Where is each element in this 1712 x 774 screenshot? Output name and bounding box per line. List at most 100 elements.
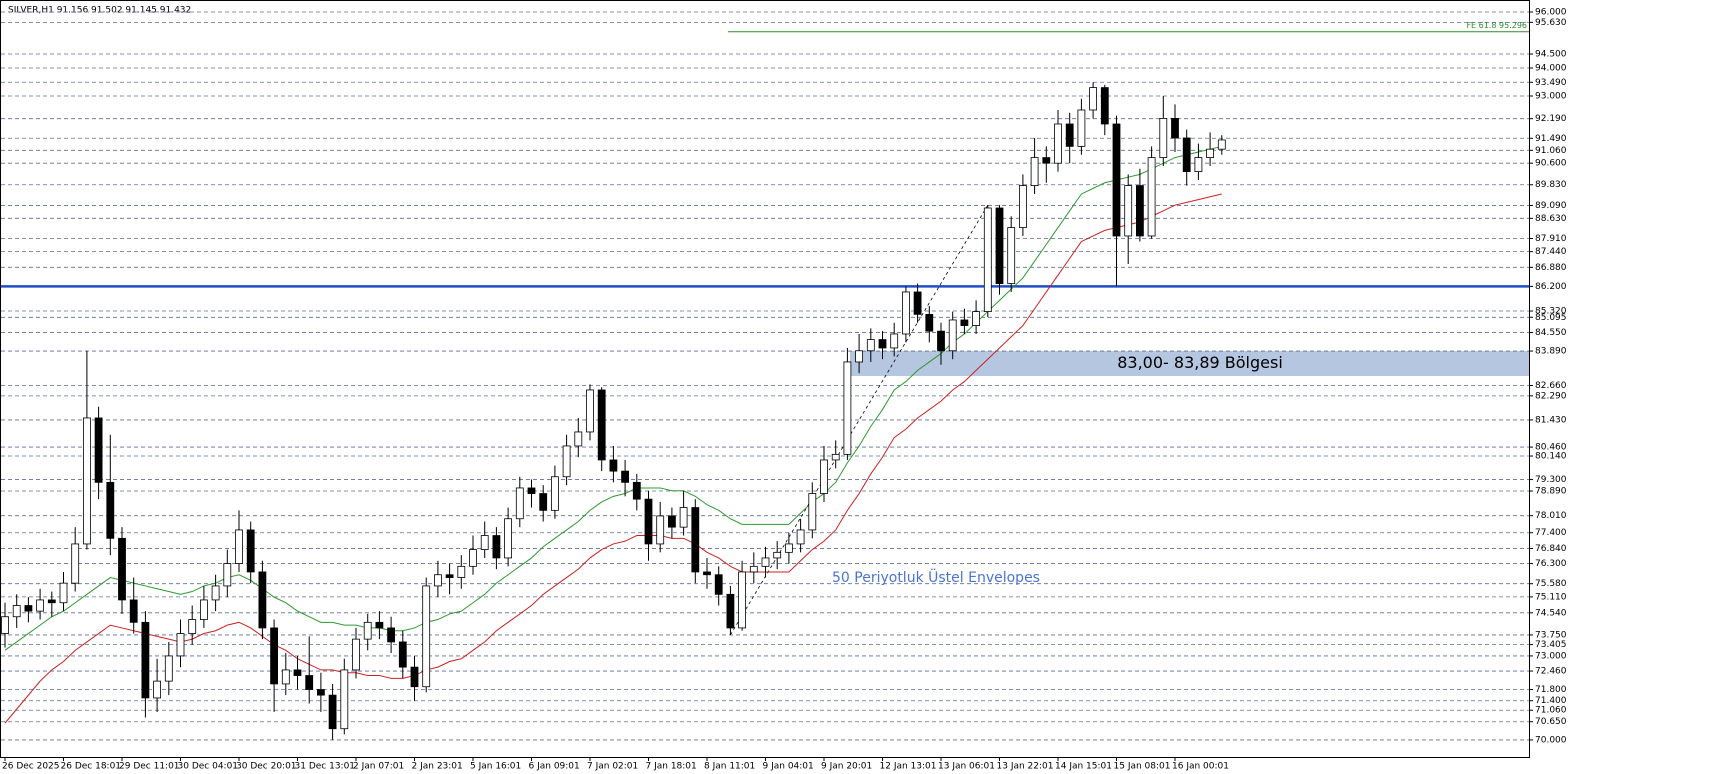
- candle-body: [656, 515, 665, 545]
- y-tick-label: 86.200: [1535, 282, 1567, 292]
- x-tick-label: 26 Dec 18:01: [61, 762, 122, 772]
- candle-body: [445, 574, 454, 578]
- candle-body: [141, 621, 150, 699]
- candle-body: [106, 481, 115, 539]
- y-tick-label: 80.460: [1535, 443, 1567, 453]
- zone-label: 83,00- 83,89 Bölgesi: [1117, 353, 1283, 372]
- candle-body: [270, 627, 279, 685]
- candle-body: [328, 694, 337, 730]
- candle-body: [878, 339, 887, 349]
- y-tick-label: 78.010: [1535, 511, 1567, 521]
- candle-body: [948, 319, 957, 352]
- y-tick-label: 84.550: [1535, 328, 1567, 338]
- y-tick-label: 85.095: [1535, 313, 1567, 323]
- y-tick-label: 96.000: [1535, 7, 1567, 17]
- candle-body: [668, 515, 676, 528]
- y-tick-label: 72.460: [1535, 667, 1567, 677]
- y-tick-label: 92.190: [1535, 114, 1567, 124]
- candle-body: [94, 417, 103, 483]
- candle-body: [843, 361, 852, 455]
- candle-body: [153, 680, 162, 699]
- candle-body: [621, 470, 629, 483]
- candle-body: [480, 535, 489, 550]
- candle-body: [983, 207, 992, 312]
- candle-body: [492, 535, 501, 559]
- envelope-line: [4, 193, 1222, 724]
- candle-body: [539, 493, 548, 511]
- x-tick-label: 30 Dec 20:01: [236, 762, 297, 772]
- candle-body: [176, 633, 185, 657]
- candle-body: [223, 563, 232, 587]
- candle-body: [387, 627, 396, 643]
- x-tick-label: 2 Jan 23:01: [412, 762, 463, 772]
- candle-body: [199, 599, 208, 620]
- candle-body: [352, 638, 360, 671]
- y-tick-label: 85.320: [1535, 307, 1567, 317]
- y-tick-label: 93.490: [1535, 78, 1567, 88]
- candle-body: [12, 605, 21, 618]
- candle-body: [316, 689, 325, 696]
- y-tick-label: 75.580: [1535, 579, 1567, 589]
- candle-body: [211, 585, 220, 601]
- y-tick-label: 86.880: [1535, 263, 1567, 273]
- y-tick-label: 76.300: [1535, 559, 1567, 569]
- y-tick-label: 77.400: [1535, 528, 1567, 538]
- candle-body: [293, 669, 302, 676]
- y-tick-label: 91.060: [1535, 146, 1567, 156]
- y-tick-label: 83.890: [1535, 347, 1567, 357]
- candle-body: [1194, 157, 1203, 172]
- candle-body: [609, 459, 618, 472]
- candle-body: [925, 313, 934, 332]
- candle-body: [855, 350, 863, 363]
- candle-body: [1065, 123, 1074, 147]
- candle-body: [1007, 227, 1016, 284]
- candle-body: [1100, 87, 1109, 125]
- y-tick-label: 94.000: [1535, 63, 1567, 73]
- candle-body: [422, 585, 431, 688]
- x-tick-label: 2 Jan 07:01: [353, 762, 404, 772]
- x-tick-label: 26 Dec 2025: [2, 762, 60, 772]
- candle-body: [761, 557, 770, 567]
- y-tick-label: 95.630: [1535, 18, 1567, 28]
- candle-body: [1206, 148, 1214, 158]
- y-tick-label: 88.630: [1535, 214, 1567, 224]
- y-tick-label: 94.500: [1535, 49, 1567, 59]
- candle-body: [749, 565, 758, 573]
- candle-body: [1077, 109, 1086, 147]
- y-tick-label: 78.890: [1535, 487, 1567, 497]
- candle-body: [960, 319, 969, 326]
- y-tick-label: 73.000: [1535, 651, 1567, 661]
- candle-body: [24, 605, 33, 612]
- y-tick-label: 87.910: [1535, 234, 1567, 244]
- candle-body: [738, 571, 746, 629]
- candle-body: [469, 549, 477, 567]
- candle-body: [527, 487, 536, 494]
- annotation: 50 Periyotluk Üstel Envelopes: [832, 568, 1040, 586]
- candle-body: [562, 445, 571, 478]
- candle-body: [375, 621, 384, 629]
- candle-body: [1089, 87, 1097, 111]
- candle-body: [551, 476, 559, 511]
- x-tick-label: 12 Jan 13:01: [880, 762, 937, 772]
- y-tick-label: 73.750: [1535, 630, 1567, 640]
- x-tick-label: 30 Dec 04:01: [178, 762, 239, 772]
- candle-body: [1159, 117, 1168, 158]
- candle-body: [235, 529, 243, 564]
- candle-body: [71, 543, 80, 584]
- candle-body: [1054, 123, 1062, 164]
- candle-body: [808, 493, 817, 531]
- plot-frame: [0, 0, 1530, 758]
- candle-body: [433, 574, 442, 587]
- candle-body: [258, 571, 267, 629]
- y-tick-label: 79.300: [1535, 475, 1567, 485]
- candle-body: [83, 417, 91, 545]
- candle-body: [937, 330, 945, 352]
- candle-body: [574, 431, 583, 447]
- candle-body: [340, 669, 349, 730]
- candle-body: [246, 529, 255, 573]
- y-tick-label: 82.290: [1535, 391, 1567, 401]
- x-tick-label: 8 Jan 11:01: [704, 762, 755, 772]
- candle-body: [866, 339, 875, 352]
- candle-body: [597, 389, 606, 461]
- candle-body: [1182, 137, 1191, 172]
